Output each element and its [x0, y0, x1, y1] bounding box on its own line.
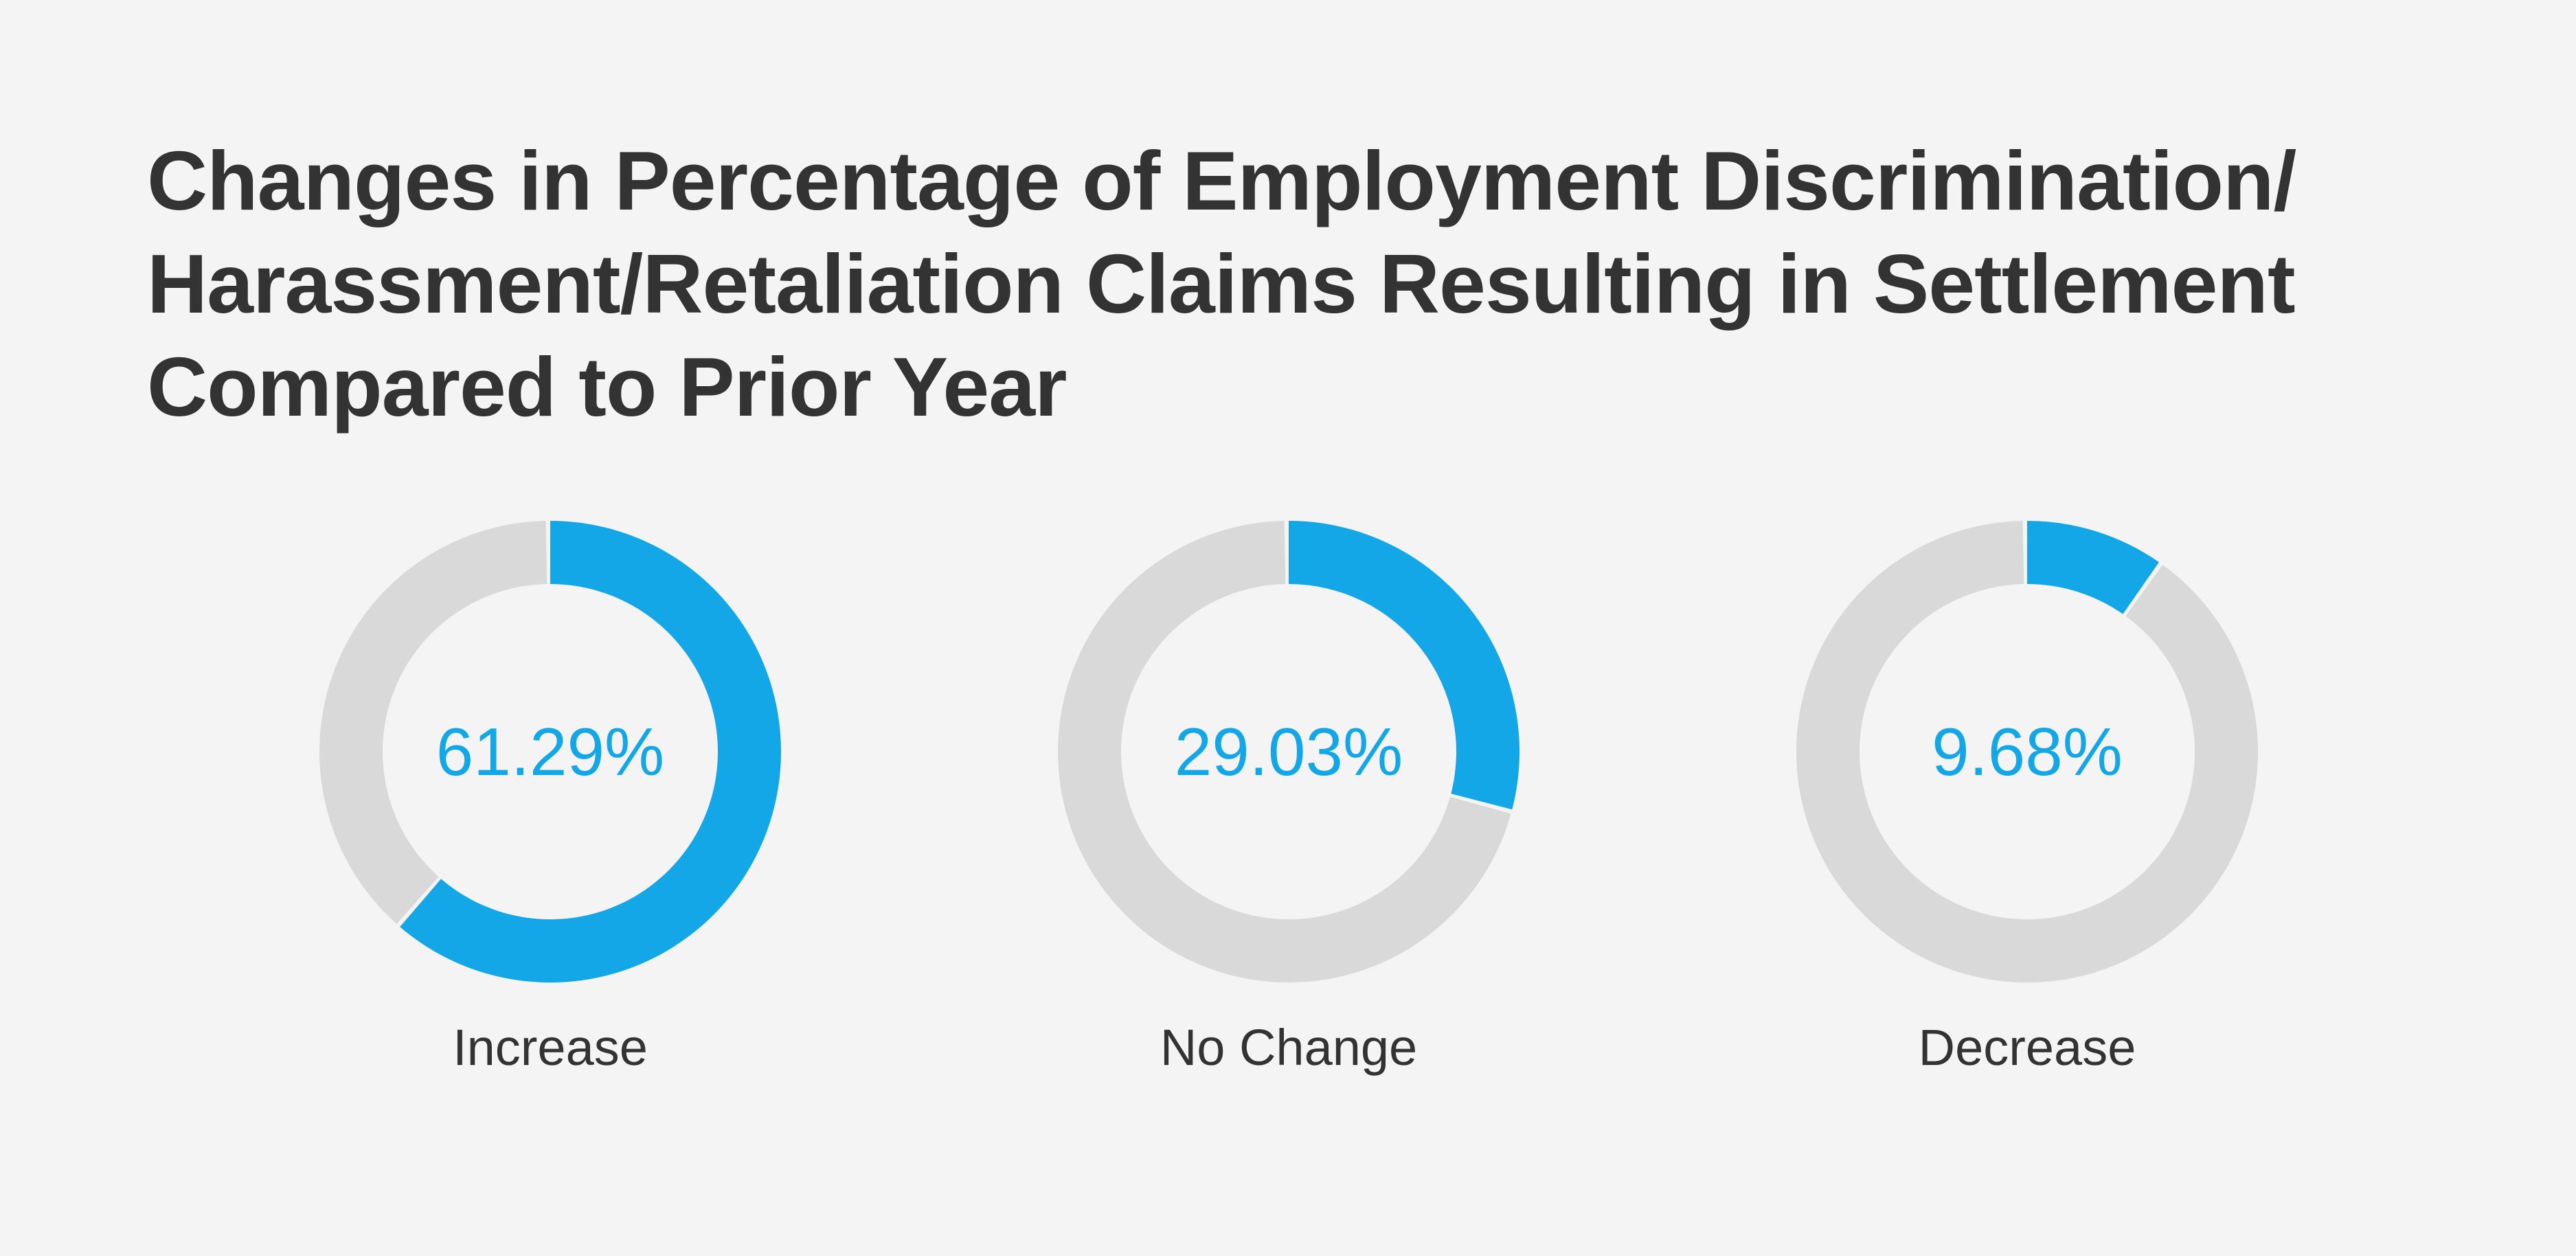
- donut-chart-no-change: 29.03%: [1057, 521, 1520, 983]
- category-label-no-change: No Change: [1160, 1019, 1418, 1076]
- category-label-increase: Increase: [453, 1019, 648, 1076]
- value-label-no-change: 29.03%: [1175, 714, 1403, 789]
- donut-chart-increase: 61.29%: [319, 521, 781, 983]
- donut-slice-increase: [400, 521, 781, 983]
- donut-slice-no-change: [1289, 521, 1520, 810]
- value-label-increase: 61.29%: [436, 714, 664, 789]
- title-line-1: Changes in Percentage of Employment Disc…: [147, 134, 2296, 227]
- chart-title: Changes in Percentage of Employment Disc…: [147, 129, 2345, 438]
- title-line-3: Compared to Prior Year: [147, 340, 1067, 434]
- donut-slice-decrease: [2027, 521, 2159, 614]
- category-label-decrease: Decrease: [1918, 1019, 2136, 1076]
- donut-remainder-increase: [319, 521, 547, 924]
- donut-no-change: 29.03% No Change: [1055, 518, 1522, 1081]
- donut-chart-decrease: 9.68%: [1796, 521, 2258, 983]
- value-label-decrease: 9.68%: [1932, 714, 2123, 789]
- title-line-2: Harassment/Retaliation Claims Resulting …: [147, 237, 2296, 330]
- donut-increase: 61.29% Increase: [317, 518, 784, 1081]
- donut-decrease: 9.68% Decrease: [1794, 518, 2261, 1081]
